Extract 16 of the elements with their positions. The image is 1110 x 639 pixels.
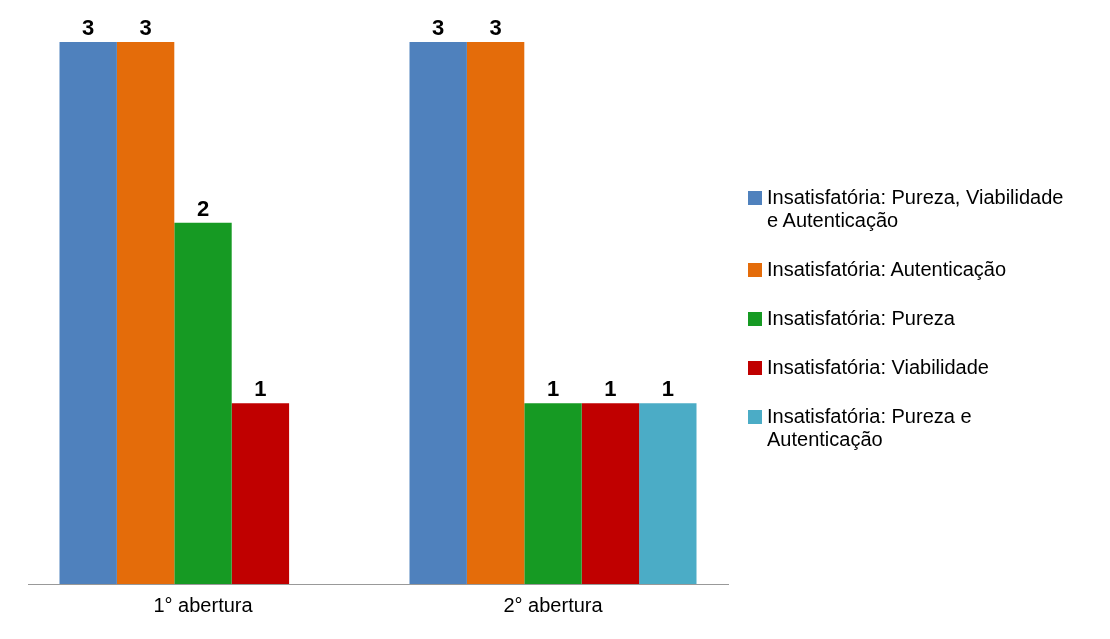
- legend-label: Insatisfatória: Pureza e Autenticação: [767, 404, 973, 451]
- data-label: 3: [489, 15, 502, 41]
- legend-label: Insatisfatória: Autenticação: [767, 257, 1007, 281]
- x-tick-label: 1° abertura: [153, 593, 254, 616]
- legend-label: Insatisfatória: Pureza: [767, 306, 955, 330]
- data-label: 1: [661, 376, 674, 402]
- legend-label: Insatisfatória: Viabilidade: [767, 355, 989, 379]
- data-label: 3: [432, 15, 445, 41]
- data-label: 2: [196, 195, 210, 221]
- x-tick-label: 2° abertura: [503, 593, 604, 616]
- legend-label: Insatisfatória: Pureza, Viabilidade e Autenticação: [767, 185, 1065, 232]
- data-label: 1: [546, 376, 560, 402]
- data-label: 1: [604, 376, 617, 402]
- data-label: 3: [82, 15, 95, 41]
- data-label: 1: [254, 376, 267, 402]
- data-label: 3: [139, 15, 152, 41]
